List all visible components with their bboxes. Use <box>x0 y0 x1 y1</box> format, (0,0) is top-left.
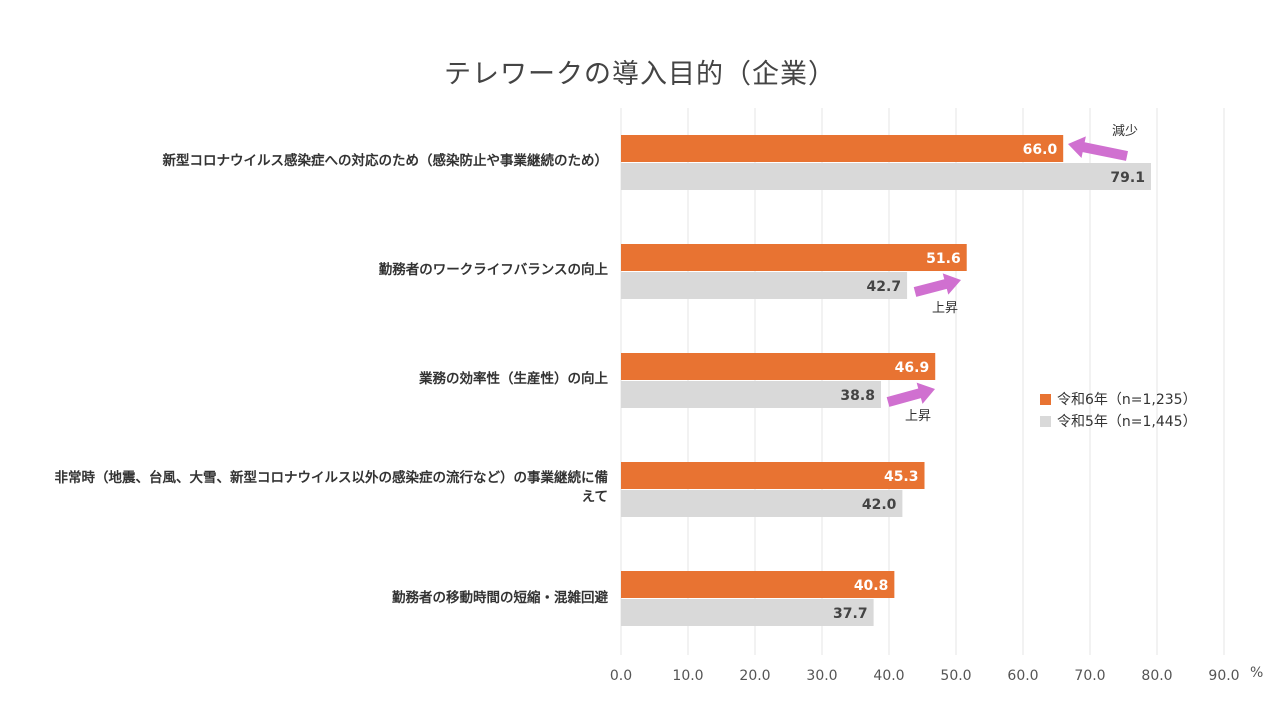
category-label: 新型コロナウイルス感染症への対応のため（感染防止や事業継続のため） <box>162 153 609 169</box>
arrow-increase-icon <box>886 382 935 407</box>
bar-2023-2 <box>621 381 881 408</box>
bar-2024-1 <box>621 244 967 271</box>
chart-title: テレワークの導入目的（企業） <box>444 59 836 90</box>
x-tick-label: 30.0 <box>806 668 837 684</box>
data-label: 45.3 <box>884 469 919 485</box>
data-label: 37.7 <box>833 606 868 622</box>
data-label: 79.1 <box>1110 170 1145 186</box>
bar-2024-2 <box>621 353 936 380</box>
x-tick-label: 80.0 <box>1141 668 1172 684</box>
arrow-increase-icon <box>913 273 961 297</box>
x-tick-label: 20.0 <box>739 668 770 684</box>
data-label: 42.0 <box>862 497 897 513</box>
legend: 令和6年（n=1,235） 令和5年（n=1,445） <box>1040 388 1197 432</box>
data-label: 38.8 <box>840 388 875 404</box>
bar-2024-4 <box>621 571 895 598</box>
bar-2024-0 <box>621 135 1064 162</box>
category-label: 非常時（地震、台風、大雪、新型コロナウイルス以外の感染症の流行など）の事業継続に… <box>54 470 609 505</box>
data-label: 51.6 <box>926 251 961 267</box>
annotation-increase-2: 上昇 <box>905 409 932 424</box>
annotation-increase-1: 上昇 <box>932 301 959 316</box>
legend-item-2023: 令和5年（n=1,445） <box>1040 410 1197 432</box>
x-axis-unit: % <box>1250 665 1264 681</box>
arrow-decrease-icon <box>1068 136 1128 161</box>
legend-label-2023: 令和5年（n=1,445） <box>1057 414 1197 430</box>
bar-2023-4 <box>621 599 874 626</box>
legend-swatch-2023 <box>1040 415 1051 427</box>
data-label: 42.7 <box>867 279 902 295</box>
category-label: 勤務者の移動時間の短縮・混雑回避 <box>392 590 608 606</box>
bar-2024-3 <box>621 462 925 489</box>
x-tick-label: 0.0 <box>610 668 632 684</box>
x-tick-label: 50.0 <box>940 668 971 684</box>
x-tick-label: 90.0 <box>1208 668 1239 684</box>
data-label: 40.8 <box>854 578 889 594</box>
legend-label-2024: 令和6年（n=1,235） <box>1057 392 1197 408</box>
x-tick-label: 40.0 <box>873 668 904 684</box>
x-tick-label: 70.0 <box>1074 668 1105 684</box>
data-label: 46.9 <box>895 360 930 376</box>
bar-2023-0 <box>621 163 1151 190</box>
annotation-decrease: 減少 <box>1112 124 1139 139</box>
category-label: 業務の効率性（生産性）の向上 <box>419 371 608 387</box>
bar-2023-3 <box>621 490 903 517</box>
bar-2023-1 <box>621 272 908 299</box>
legend-item-2024: 令和6年（n=1,235） <box>1040 388 1197 410</box>
x-tick-label: 10.0 <box>672 668 703 684</box>
x-tick-label: 60.0 <box>1007 668 1038 684</box>
legend-swatch-2024 <box>1040 393 1051 405</box>
data-label: 66.0 <box>1023 142 1058 158</box>
category-label: 勤務者のワークライフバランスの向上 <box>378 262 608 278</box>
